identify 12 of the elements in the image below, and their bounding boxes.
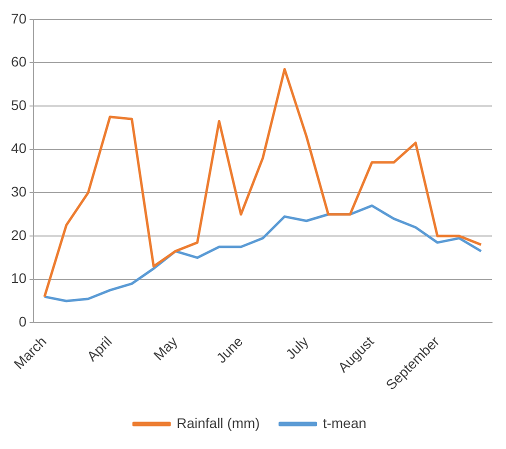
x-tick-label: July: [282, 333, 312, 362]
y-tick-label: 70: [10, 10, 27, 26]
legend-label: t-mean: [322, 414, 366, 431]
y-tick-label: 60: [10, 54, 27, 70]
y-tick-label: 50: [10, 96, 27, 113]
x-tick-label: May: [150, 333, 180, 364]
y-tick-label: 10: [10, 270, 27, 286]
y-tick-label: 40: [10, 140, 27, 156]
y-tick-label: 0: [18, 314, 27, 330]
y-tick-label: 20: [10, 226, 27, 243]
y-tick-label: 30: [10, 184, 27, 200]
legend-label: Rainfall (mm): [176, 414, 260, 431]
